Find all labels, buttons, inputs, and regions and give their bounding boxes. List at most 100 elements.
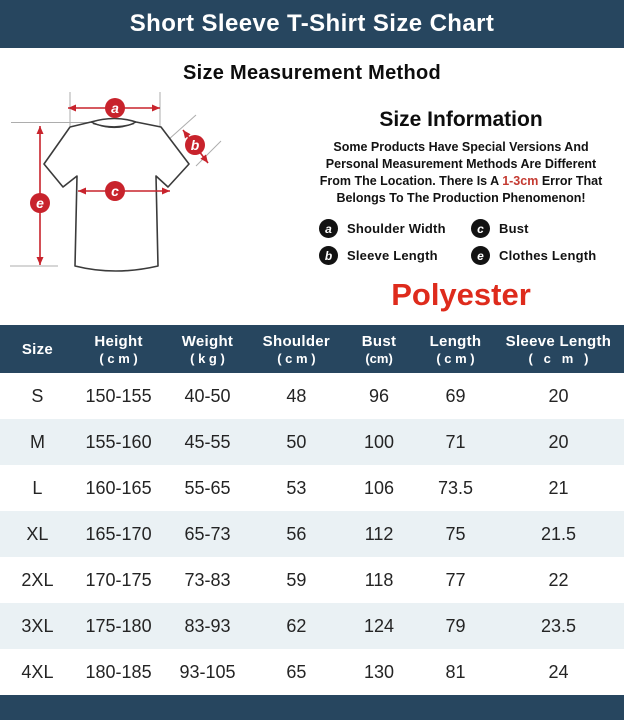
table-cell: 100 (364, 431, 395, 452)
legend-item: b Sleeve Length (319, 246, 471, 265)
table-cell: 20 (548, 385, 569, 406)
table-cell: 79 (445, 615, 466, 636)
table-cell: 62 (286, 615, 307, 636)
table-cell: L (32, 477, 43, 498)
table-cell: 65 (286, 661, 307, 682)
table-cell: M (29, 431, 45, 452)
bottom-bar (0, 695, 624, 720)
size-info-line: Personal Measurement Methods Are Differe… (325, 157, 597, 171)
table-cell: 24 (548, 661, 569, 682)
guide-line (195, 140, 222, 167)
size-info-panel: Size Information Some Products Have Spec… (305, 108, 617, 313)
size-info-text: From The Location. There Is A (319, 174, 499, 188)
table-row: 2XL 170-175 73-83 59 118 77 22 (0, 557, 624, 603)
table-cell: 65-73 (184, 523, 231, 544)
table-cell: 21.5 (540, 523, 576, 544)
table-cell: 20 (548, 431, 569, 452)
size-table-body: S 150-155 40-50 48 96 69 20 M 155-160 45-55 50 100 7… (0, 373, 624, 695)
size-info-line: Some Products Have Special Versions And (333, 140, 589, 154)
table-cell: 75 (445, 523, 466, 544)
table-row: L 160-165 55-65 53 106 73.5 21 (0, 465, 624, 511)
legend-label: Sleeve Length (347, 248, 438, 263)
legend: a Shoulder Width c Bust b Sleeve Length e Cloth… (319, 219, 617, 265)
size-table: Size Height( c m ) Weight( k g ) Shoulder( … (0, 325, 624, 695)
table-cell: 56 (286, 523, 307, 544)
table-row: 4XL 180-185 93-105 65 130 81 24 (0, 649, 624, 695)
table-row: M 155-160 45-55 50 100 71 20 (0, 419, 624, 465)
table-cell: 130 (364, 661, 395, 682)
table-cell: XL (26, 523, 49, 544)
legend-key-badge: c (471, 219, 490, 238)
table-cell: 73.5 (437, 477, 474, 498)
measure-label-a: a (105, 98, 125, 118)
column-header: Length( c m ) (429, 332, 482, 366)
table-cell: 118 (364, 569, 394, 590)
column-header: Bust (cm) (361, 332, 397, 366)
size-info-text: Error That (541, 174, 603, 188)
legend-item: a Shoulder Width (319, 219, 471, 238)
table-row: XL 165-170 65-73 56 112 75 21.5 (0, 511, 624, 557)
measure-label-c: c (105, 181, 125, 201)
table-cell: 53 (286, 477, 307, 498)
size-table-head-row: Size Height( c m ) Weight( k g ) Shoulder( … (0, 325, 624, 373)
guide-line (167, 114, 197, 141)
table-cell: 77 (445, 569, 466, 590)
table-cell: 48 (286, 385, 307, 406)
legend-label: Bust (499, 221, 529, 236)
size-info-title: Size Information (379, 108, 543, 131)
table-cell: 45-55 (184, 431, 231, 452)
table-cell: 69 (445, 385, 466, 406)
table-cell: 155-160 (85, 431, 152, 452)
table-row: S 150-155 40-50 48 96 69 20 (0, 373, 624, 419)
table-cell: 22 (548, 569, 569, 590)
legend-item: c Bust (471, 219, 617, 238)
measurement-method-title: Size Measurement Method (182, 62, 442, 84)
legend-key-badge: a (319, 219, 338, 238)
title-bar: Short Sleeve T-Shirt Size Chart (0, 0, 624, 48)
table-cell: S (31, 385, 44, 406)
page-title: Short Sleeve T-Shirt Size Chart (129, 10, 495, 37)
table-cell: 165-170 (85, 523, 152, 544)
legend-label: Clothes Length (499, 248, 597, 263)
table-cell: 112 (364, 523, 394, 544)
table-cell: 81 (445, 661, 466, 682)
table-cell: 160-165 (85, 477, 152, 498)
legend-label: Shoulder Width (347, 221, 446, 236)
table-cell: 40-50 (184, 385, 231, 406)
column-header: Sleeve Length( c m ) (505, 332, 612, 366)
legend-item: e Clothes Length (471, 246, 617, 265)
tolerance-highlight: 1-3cm (502, 174, 539, 188)
column-header: Height( c m ) (94, 332, 143, 366)
size-info-line: Belongs To The Production Phenomenon! (336, 191, 586, 205)
table-cell: 3XL (21, 615, 54, 636)
table-cell: 175-180 (85, 615, 152, 636)
size-info-line: From The Location. There Is A 1-3cm Erro… (305, 173, 617, 190)
measure-label-e: e (30, 193, 50, 213)
svg-text:a: a (111, 100, 119, 116)
table-cell: 21 (548, 477, 569, 498)
svg-text:c: c (111, 183, 119, 199)
legend-key-badge: e (471, 246, 490, 265)
column-header: Shoulder( c m ) (262, 332, 331, 366)
table-cell: 83-93 (184, 615, 231, 636)
table-cell: 106 (364, 477, 395, 498)
svg-text:e: e (36, 195, 44, 211)
table-cell: 150-155 (85, 385, 152, 406)
measure-label-b: b (185, 135, 205, 155)
table-cell: 55-65 (184, 477, 231, 498)
column-header: Weight( k g ) (181, 332, 234, 366)
table-cell: 73-83 (184, 569, 231, 590)
table-cell: 96 (369, 385, 390, 406)
table-cell: 23.5 (540, 615, 576, 636)
table-cell: 93-105 (179, 661, 236, 682)
table-row: 3XL 175-180 83-93 62 124 79 23.5 (0, 603, 624, 649)
legend-key-badge: b (319, 246, 338, 265)
table-cell: 180-185 (85, 661, 152, 682)
column-header: Size (21, 340, 54, 358)
tshirt-measurement-diagram: a b c e (10, 92, 222, 272)
table-cell: 59 (286, 569, 307, 590)
table-cell: 50 (286, 431, 307, 452)
table-cell: 71 (445, 431, 466, 452)
material-label: Polyester (391, 277, 531, 312)
